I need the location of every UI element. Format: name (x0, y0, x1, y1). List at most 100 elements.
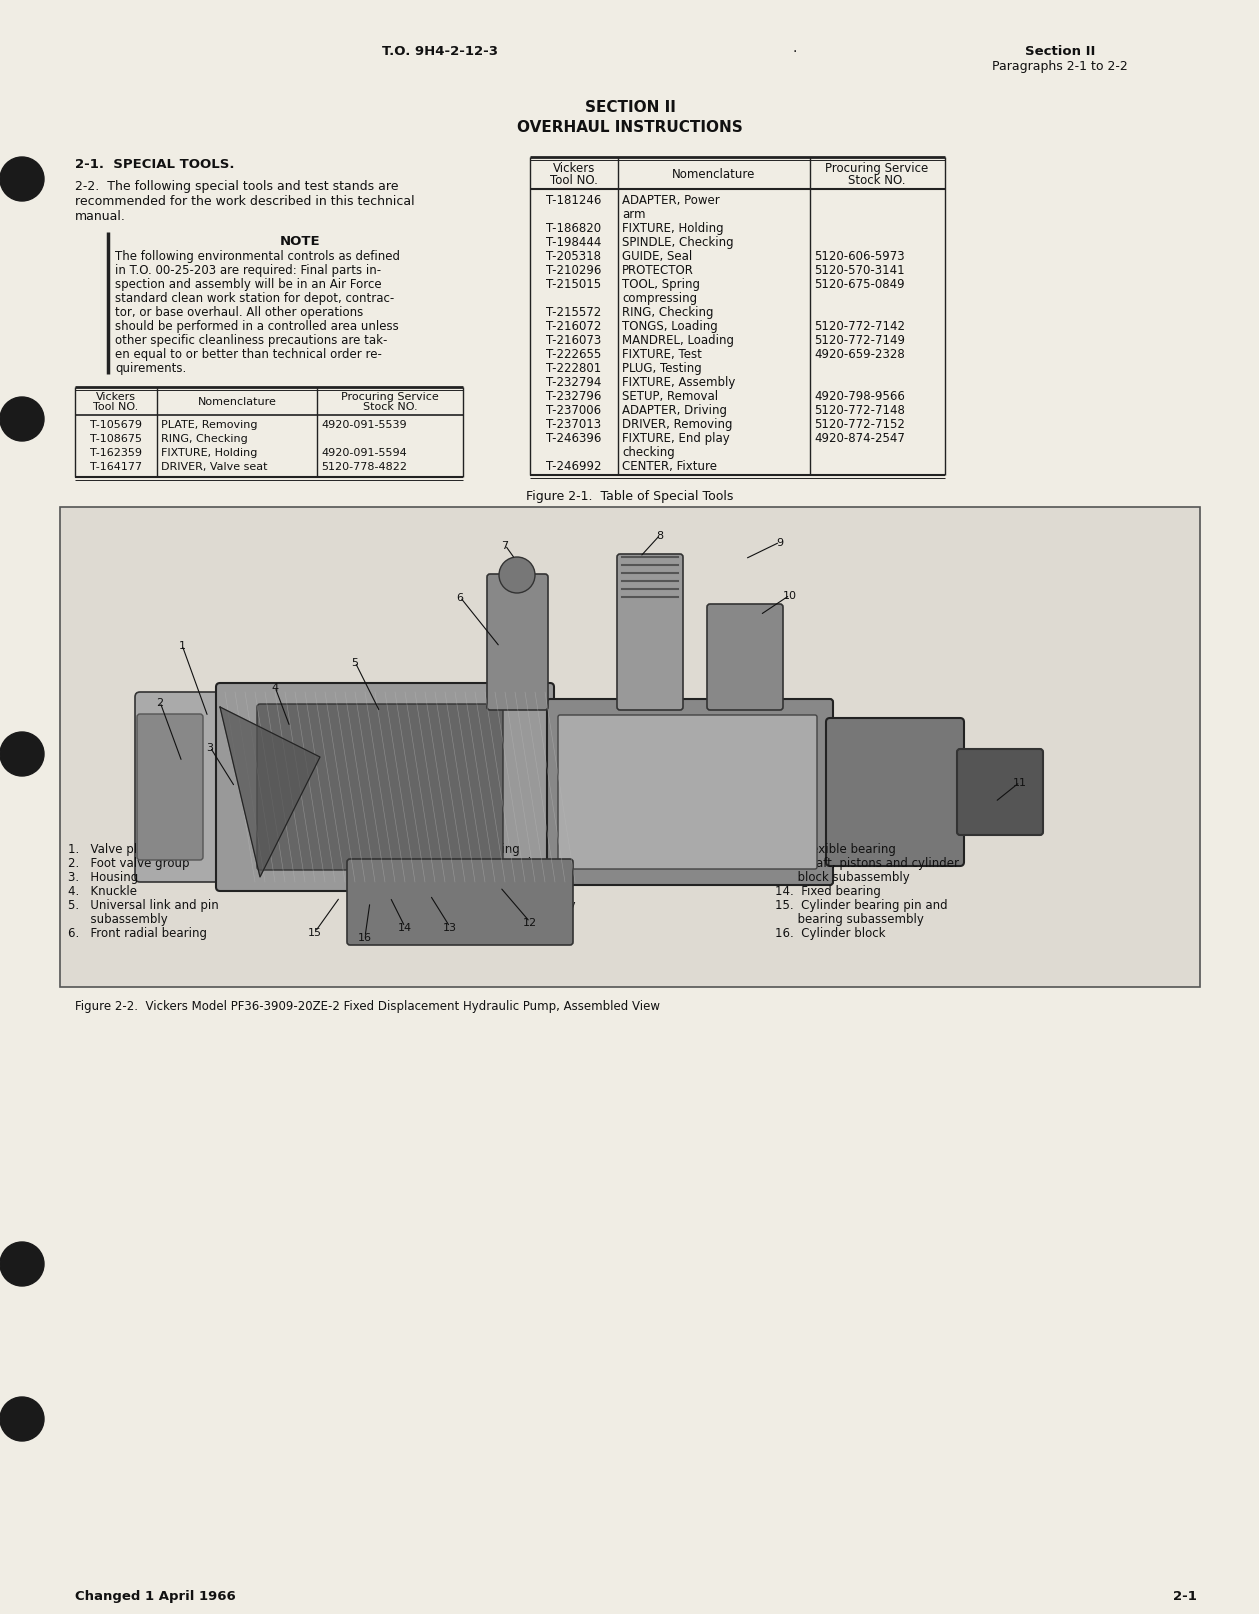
Circle shape (499, 558, 535, 594)
Text: DRIVER, Removing: DRIVER, Removing (622, 418, 733, 431)
Text: 15: 15 (308, 928, 322, 938)
Text: T-205318: T-205318 (546, 250, 602, 263)
Text: SPINDLE, Checking: SPINDLE, Checking (622, 236, 734, 249)
Text: T-246992: T-246992 (546, 460, 602, 473)
Text: T-216073: T-216073 (546, 334, 602, 347)
Text: 16: 16 (358, 933, 371, 943)
Text: OVERHAUL INSTRUCTIONS: OVERHAUL INSTRUCTIONS (517, 119, 743, 136)
Text: 3.   Housing: 3. Housing (68, 870, 138, 883)
Text: T-210296: T-210296 (546, 263, 602, 278)
Text: retainer: retainer (410, 884, 480, 897)
Text: T-198444: T-198444 (546, 236, 602, 249)
Text: 6.   Front radial bearing: 6. Front radial bearing (68, 926, 206, 939)
Text: FIXTURE, Holding: FIXTURE, Holding (161, 447, 257, 458)
Text: 4920-659-2328: 4920-659-2328 (815, 347, 905, 362)
Text: 2.   Foot valve group: 2. Foot valve group (68, 857, 190, 870)
Text: Stock NO.: Stock NO. (849, 174, 905, 187)
FancyBboxPatch shape (217, 684, 554, 891)
Bar (60, 508, 1200, 988)
Circle shape (0, 1398, 44, 1441)
FancyBboxPatch shape (137, 715, 203, 860)
Text: 10: 10 (783, 591, 797, 600)
Text: tor, or base overhaul. All other operations: tor, or base overhaul. All other operati… (115, 305, 364, 320)
Text: T-237006: T-237006 (546, 404, 602, 416)
Text: 5120-772-7149: 5120-772-7149 (815, 334, 905, 347)
FancyBboxPatch shape (957, 749, 1042, 836)
Text: ·: · (793, 45, 797, 60)
Text: T-216072: T-216072 (546, 320, 602, 332)
Text: T-181246: T-181246 (546, 194, 602, 207)
Text: compressing: compressing (622, 292, 697, 305)
Text: 9: 9 (777, 537, 783, 547)
FancyBboxPatch shape (708, 605, 783, 710)
Text: T-108675: T-108675 (89, 434, 142, 444)
Text: 14: 14 (398, 923, 412, 933)
Text: 4920-091-5594: 4920-091-5594 (321, 447, 407, 458)
Text: Section II: Section II (1025, 45, 1095, 58)
FancyBboxPatch shape (257, 705, 504, 870)
Text: T-246396: T-246396 (546, 431, 602, 445)
Text: Paragraphs 2-1 to 2-2: Paragraphs 2-1 to 2-2 (992, 60, 1128, 73)
Text: 12.  Flexible bearing: 12. Flexible bearing (776, 843, 896, 855)
Text: Figure 2-1.  Table of Special Tools: Figure 2-1. Table of Special Tools (526, 489, 734, 502)
Text: 11: 11 (1013, 778, 1027, 788)
Text: 5120-772-7148: 5120-772-7148 (815, 404, 905, 416)
Text: Changed 1 April 1966: Changed 1 April 1966 (76, 1590, 235, 1603)
Text: NOTE: NOTE (279, 236, 320, 249)
Text: 2: 2 (156, 697, 164, 707)
Text: bearing subassembly: bearing subassembly (776, 912, 924, 925)
Text: 16.  Cylinder block: 16. Cylinder block (776, 926, 885, 939)
Text: 5120-772-7152: 5120-772-7152 (815, 418, 905, 431)
Text: other specific cleanliness precautions are tak-: other specific cleanliness precautions a… (115, 334, 388, 347)
FancyBboxPatch shape (826, 718, 964, 867)
Text: 5.   Universal link and pin: 5. Universal link and pin (68, 899, 219, 912)
Text: 4.   Knuckle: 4. Knuckle (68, 884, 137, 897)
Text: subassembly: subassembly (68, 912, 167, 925)
Text: 5120-606-5973: 5120-606-5973 (815, 250, 905, 263)
Text: 1.   Valve plate: 1. Valve plate (68, 843, 156, 855)
Text: SECTION II: SECTION II (584, 100, 675, 115)
Text: T-222655: T-222655 (546, 347, 602, 362)
FancyBboxPatch shape (546, 699, 833, 886)
Text: 5120-675-0849: 5120-675-0849 (815, 278, 905, 291)
Text: 7: 7 (501, 541, 509, 550)
Text: 5120-772-7142: 5120-772-7142 (815, 320, 905, 332)
Text: 5120-778-4822: 5120-778-4822 (321, 462, 407, 471)
Text: manual.: manual. (76, 210, 126, 223)
Text: Nomenclature: Nomenclature (198, 397, 277, 407)
Text: PROTECTOR: PROTECTOR (622, 263, 694, 278)
Text: T-232796: T-232796 (546, 389, 602, 404)
Text: MANDREL, Loading: MANDREL, Loading (622, 334, 734, 347)
Text: 5120-570-3141: 5120-570-3141 (815, 263, 905, 278)
Text: 4920-091-5539: 4920-091-5539 (321, 420, 407, 429)
Polygon shape (220, 707, 320, 878)
Text: should be performed in a controlled area unless: should be performed in a controlled area… (115, 320, 399, 332)
Text: Nomenclature: Nomenclature (672, 168, 755, 181)
FancyBboxPatch shape (558, 715, 817, 870)
Text: 4: 4 (272, 683, 278, 692)
Circle shape (0, 158, 44, 202)
Text: FIXTURE, Assembly: FIXTURE, Assembly (622, 376, 735, 389)
Text: Tool NO.: Tool NO. (550, 174, 598, 187)
Text: T-105679: T-105679 (89, 420, 142, 429)
Text: block subassembly: block subassembly (776, 870, 910, 883)
Text: 2-1.  SPECIAL TOOLS.: 2-1. SPECIAL TOOLS. (76, 158, 234, 171)
Text: checking: checking (622, 445, 675, 458)
Text: arm: arm (622, 208, 646, 221)
Text: SETUP, Removal: SETUP, Removal (622, 389, 718, 404)
FancyBboxPatch shape (347, 860, 573, 946)
FancyBboxPatch shape (617, 555, 682, 710)
Text: Stock NO.: Stock NO. (363, 402, 417, 412)
Text: 4920-798-9566: 4920-798-9566 (815, 389, 905, 404)
Text: 13.  Shaft, pistons and cylinder: 13. Shaft, pistons and cylinder (776, 857, 959, 870)
Text: TONGS, Loading: TONGS, Loading (622, 320, 718, 332)
Text: T-215572: T-215572 (546, 305, 602, 320)
Text: T-232794: T-232794 (546, 376, 602, 389)
FancyBboxPatch shape (487, 575, 548, 710)
Text: T-222801: T-222801 (546, 362, 602, 374)
Text: quirements.: quirements. (115, 362, 186, 374)
Text: ADAPTER, Driving: ADAPTER, Driving (622, 404, 726, 416)
Text: in T.O. 00-25-203 are required: Final parts in-: in T.O. 00-25-203 are required: Final pa… (115, 263, 381, 278)
Text: 9.   Bearing and shaft seal: 9. Bearing and shaft seal (410, 870, 565, 883)
Circle shape (0, 1243, 44, 1286)
